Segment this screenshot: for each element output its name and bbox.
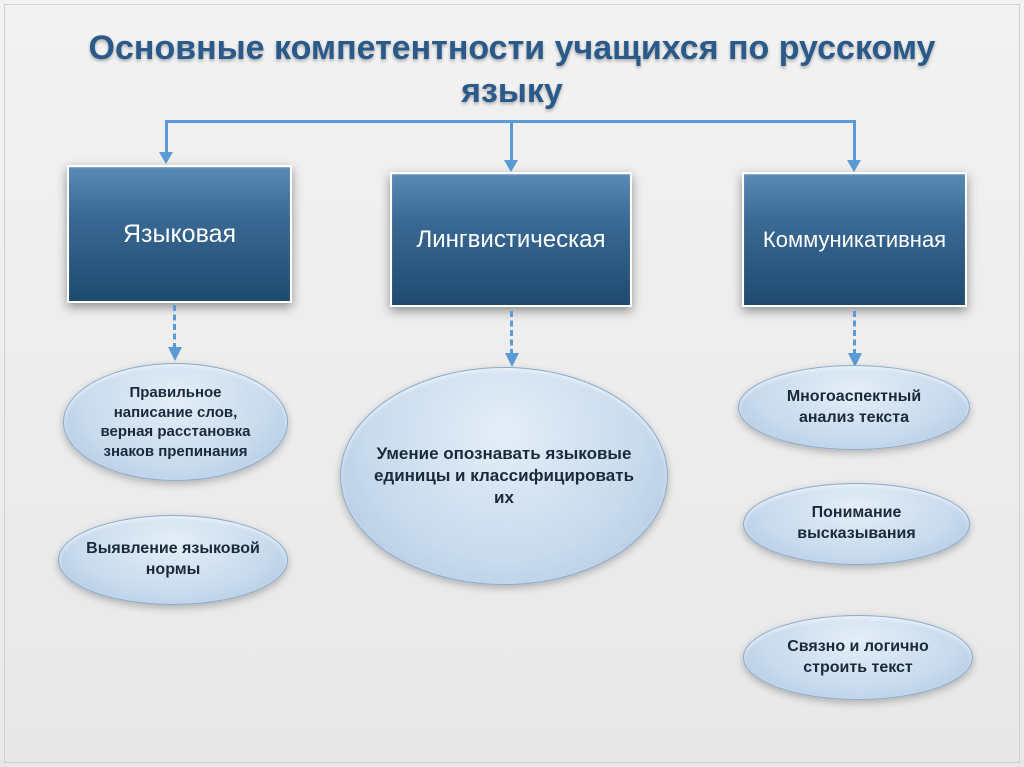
- category-box: Языковая: [67, 165, 292, 303]
- detail-ellipse: Выявление языковой нормы: [58, 515, 288, 605]
- category-box: Лингвистическая: [390, 172, 632, 307]
- top-connector-group: [165, 120, 855, 160]
- category-box: Коммуникативная: [742, 172, 967, 307]
- detail-ellipse: Многоаспектный анализ текста: [738, 365, 970, 450]
- top-arrow: [510, 120, 513, 162]
- detail-ellipse-label: Многоаспектный анализ текста: [763, 387, 945, 429]
- dashed-arrow: [173, 305, 176, 349]
- detail-ellipse-label: Правильное написание слов, верная расста…: [88, 383, 263, 461]
- dashed-arrow: [510, 311, 513, 355]
- detail-ellipse: Правильное написание слов, верная расста…: [63, 363, 288, 481]
- top-arrow: [853, 120, 856, 162]
- detail-ellipse-label: Выявление языковой нормы: [83, 539, 263, 581]
- detail-ellipse: Связно и логично строить текст: [743, 615, 973, 700]
- top-arrow: [165, 120, 168, 154]
- detail-ellipse-label: Умение опознавать языковые единицы и кла…: [365, 443, 643, 509]
- detail-ellipse: Умение опознавать языковые единицы и кла…: [340, 367, 668, 585]
- detail-ellipse-label: Понимание высказывания: [768, 503, 945, 545]
- slide-frame: Основные компетентности учащихся по русс…: [4, 4, 1020, 763]
- category-box-label: Лингвистическая: [417, 226, 606, 254]
- detail-ellipse-label: Связно и логично строить текст: [768, 637, 948, 679]
- detail-ellipse: Понимание высказывания: [743, 483, 970, 565]
- category-box-label: Языковая: [123, 220, 236, 249]
- dashed-arrow: [853, 311, 856, 355]
- diagram-title: Основные компетентности учащихся по русс…: [5, 5, 1019, 126]
- category-box-label: Коммуникативная: [763, 227, 946, 253]
